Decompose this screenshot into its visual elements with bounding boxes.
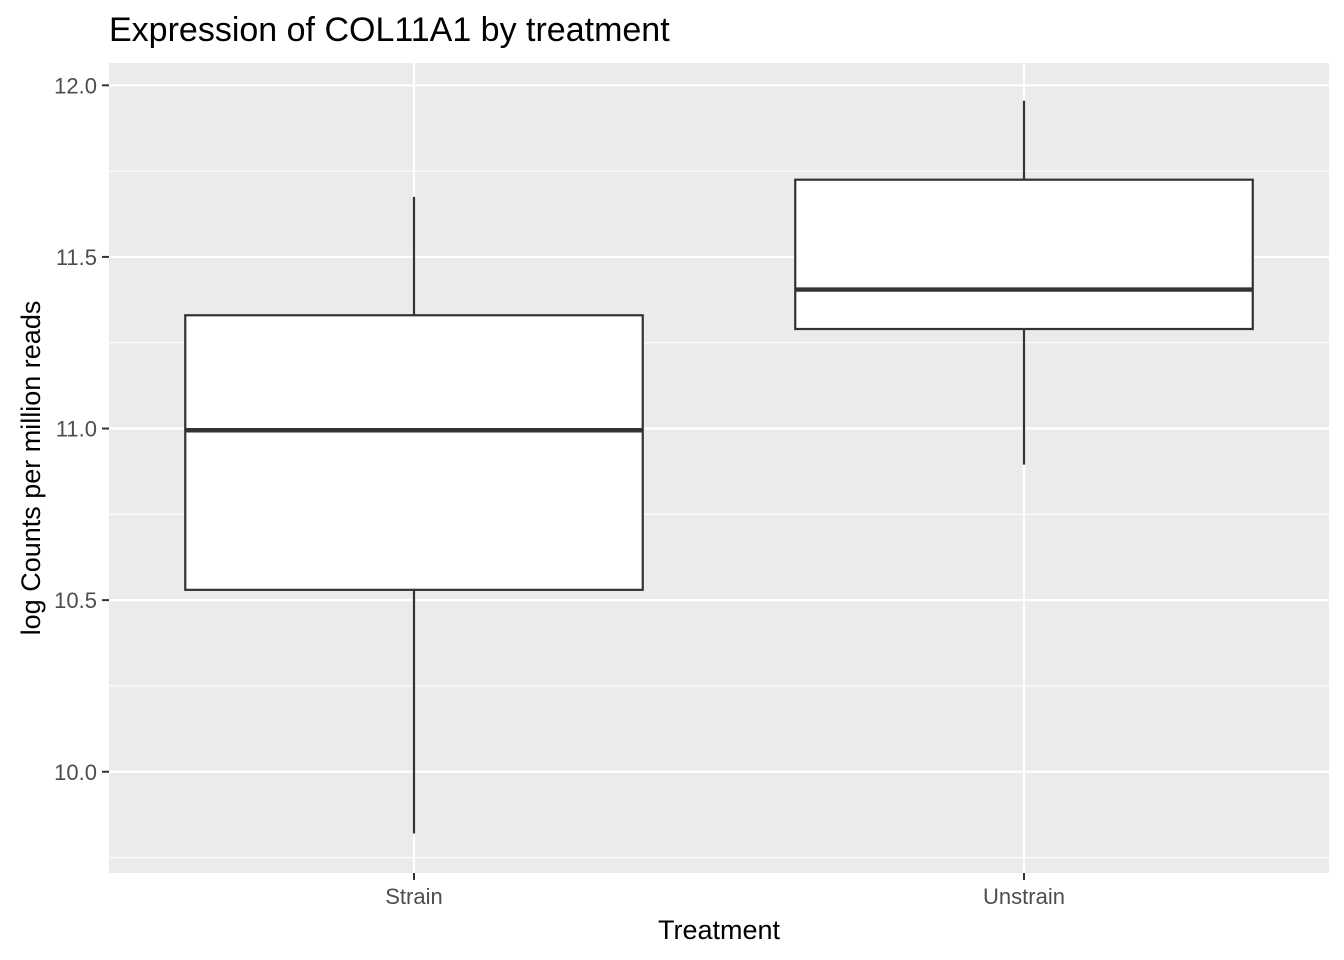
y-axis-title: log Counts per million reads <box>16 301 46 636</box>
x-axis: Strain Unstrain <box>385 873 1065 909</box>
box-unstrain <box>794 100 1254 465</box>
y-tick-label: 12.0 <box>54 73 97 98</box>
y-axis: 10.0 10.5 11.0 11.5 12.0 <box>54 73 109 785</box>
iqr-box <box>184 314 644 591</box>
y-tick-label: 11.5 <box>56 245 97 270</box>
y-tick-label: 10.5 <box>54 588 97 613</box>
chart-title: Expression of COL11A1 by treatment <box>109 11 670 49</box>
box-strain <box>184 196 644 834</box>
x-tick-label: Unstrain <box>983 884 1065 909</box>
x-tick-label: Strain <box>385 884 442 909</box>
iqr-box <box>794 178 1254 331</box>
box-series <box>184 100 1254 834</box>
y-tick-label: 10.0 <box>54 760 97 785</box>
x-axis-title: Treatment <box>658 915 781 945</box>
y-tick-label: 11.0 <box>56 417 97 442</box>
